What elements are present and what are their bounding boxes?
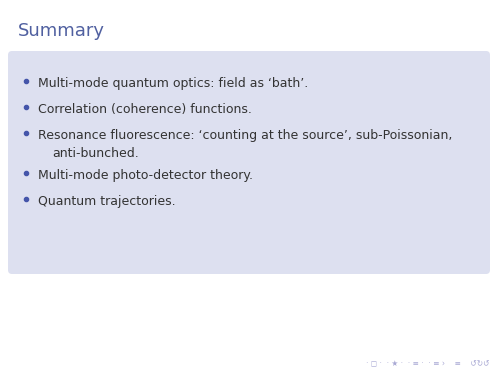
Text: Resonance fluorescence: ‘counting at the source’, sub-Poissonian,: Resonance fluorescence: ‘counting at the… <box>38 129 453 142</box>
FancyBboxPatch shape <box>8 51 490 274</box>
Text: Quantum trajectories.: Quantum trajectories. <box>38 195 175 208</box>
Text: Correlation (coherence) functions.: Correlation (coherence) functions. <box>38 103 252 116</box>
Text: anti-bunched.: anti-bunched. <box>52 147 139 160</box>
Text: Multi-mode photo-detector theory.: Multi-mode photo-detector theory. <box>38 169 253 182</box>
Text: · ◻ ·  · ★ ·  · ≡ ·  · ≡ ›    ≡    ↺↻↺: · ◻ · · ★ · · ≡ · · ≡ › ≡ ↺↻↺ <box>366 359 490 368</box>
Text: Summary: Summary <box>18 22 105 40</box>
Text: Multi-mode quantum optics: field as ‘bath’.: Multi-mode quantum optics: field as ‘bat… <box>38 77 308 90</box>
